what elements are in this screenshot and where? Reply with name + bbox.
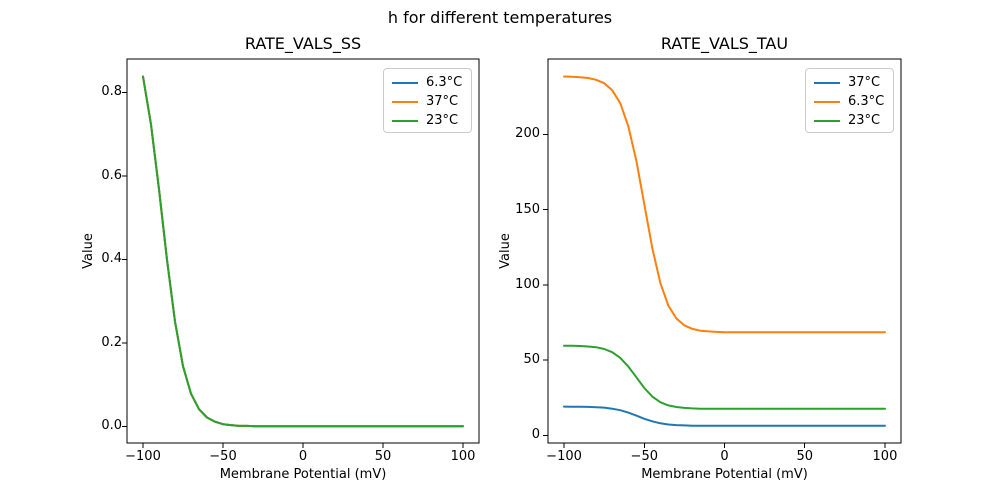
figure-title: h for different temperatures (387, 8, 613, 27)
y-tick-label: 0.8 (101, 84, 122, 100)
y-tick-label: 0.6 (101, 167, 122, 183)
legend-item-label: 6.3°C (848, 94, 885, 109)
subplot-tau-yaxis-label: Value (498, 233, 513, 269)
curve-37°C (563, 405, 886, 427)
legend-line-sample (814, 119, 840, 122)
legend-item: 37°C (388, 92, 465, 111)
subplot-tau-legend: 37°C 6.3°C 23°C (805, 68, 894, 133)
axes-ss (122, 58, 480, 448)
subplot-tau-xaxis-label: Membrane Potential (mV) (641, 467, 808, 482)
subplot-tau-title: RATE_VALS_TAU (660, 34, 789, 53)
x-tick-label: 50 (374, 449, 392, 464)
x-tick-label: 100 (872, 449, 898, 464)
x-tick-label: −50 (209, 449, 237, 464)
legend-item: 23°C (388, 111, 465, 130)
x-tick-label: 0 (298, 449, 308, 464)
legend-item: 6.3°C (810, 92, 887, 111)
x-tick-label: −100 (546, 449, 582, 464)
legend-item-label: 6.3°C (426, 75, 463, 90)
legend-line-sample (392, 81, 418, 84)
y-tick-label: 0.0 (101, 418, 122, 434)
legend-item-label: 23°C (426, 113, 459, 128)
y-tick-label: 0.4 (101, 251, 122, 267)
x-tick-label: 100 (450, 449, 476, 464)
x-tick-label: −100 (125, 449, 161, 464)
y-tick-label: 100 (515, 276, 540, 292)
axes-tau (543, 58, 902, 448)
legend-item-label: 37°C (426, 94, 459, 109)
x-tick-label: 50 (796, 449, 813, 464)
y-tick-label: 50 (523, 352, 540, 368)
y-tick-label: 0 (531, 427, 540, 443)
x-tick-label: 0 (720, 449, 729, 464)
subplot-ss-xaxis-label: Membrane Potential (mV) (219, 467, 387, 482)
subplot-ss-legend: 6.3°C 37°C 23°C (383, 68, 472, 133)
legend-line-sample (392, 119, 418, 122)
x-tick-label: −50 (630, 449, 658, 464)
legend-item: 23°C (810, 111, 887, 130)
legend-line-sample (392, 100, 418, 103)
legend-item-label: 37°C (848, 75, 881, 90)
y-tick-label: 150 (515, 201, 540, 217)
y-tick-label: 200 (515, 126, 540, 142)
curve-23°C (563, 344, 886, 410)
curve-6.3°C (563, 75, 886, 334)
y-tick-label: 0.2 (101, 334, 122, 350)
legend-item: 37°C (810, 73, 887, 92)
legend-line-sample (814, 100, 840, 103)
legend-item: 6.3°C (388, 73, 465, 92)
legend-line-sample (814, 81, 840, 84)
legend-item-label: 23°C (848, 113, 881, 128)
subplot-ss-title: RATE_VALS_SS (244, 34, 362, 53)
curve-23°C (142, 75, 464, 428)
